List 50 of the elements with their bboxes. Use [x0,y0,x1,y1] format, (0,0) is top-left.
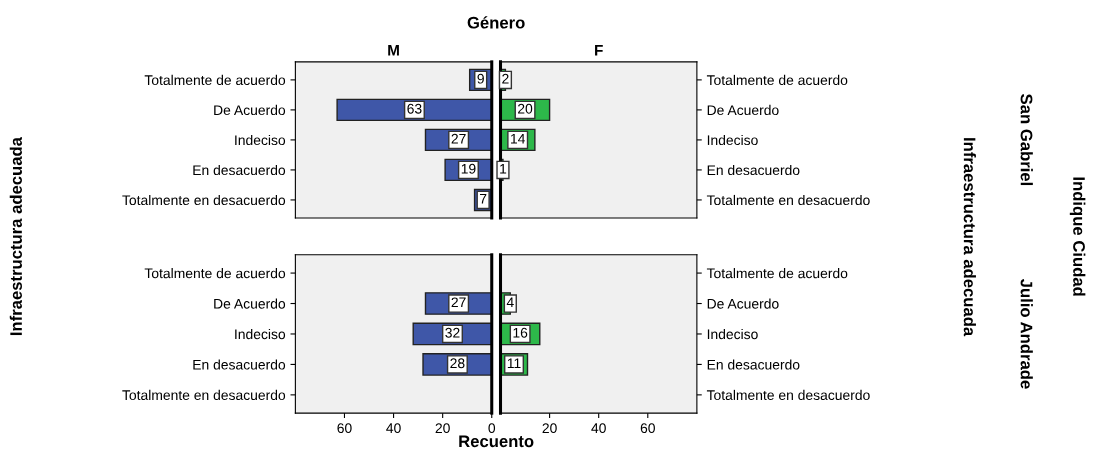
data-label: 14 [511,133,526,144]
y-tick-label: Totalmente en desacuerdo [706,389,870,401]
x-tick-label: 0 [488,423,496,434]
data-label: 27 [451,133,466,144]
y-tick-label: En desacuerdo [707,164,800,176]
data-label: 32 [445,327,460,338]
data-label: 28 [450,358,465,369]
data-label: 19 [461,163,476,174]
x-tick-label: 20 [435,423,450,434]
data-label: 9 [477,73,484,84]
y-tick-label: En desacuerdo [193,359,286,370]
text: M [388,45,399,56]
y-tick-label: Totalmente en desacuerdo [122,389,286,401]
data-label: 2 [502,73,509,84]
data-label: 63 [407,103,422,114]
y-tick-label: Indeciso [707,328,758,340]
data-label: 4 [506,297,514,308]
x-axis-title: Recuento [459,435,534,448]
y-tick-label: De Acuerdo [214,104,286,116]
y-tick-label: En desacuerdo [707,359,800,370]
y2-axis-title: Infraestructura adecuada [963,138,976,337]
text: Indique Ciudad [1069,177,1086,296]
x-tick-label: 40 [386,423,401,434]
y-tick-label: Totalmente de acuerdo [706,268,848,279]
y-axis-title: Infraestructura adecuada [9,136,22,336]
x-tick-label: 60 [337,423,352,434]
y-tick-label: Totalmente en desacuerdo [706,194,870,206]
y-tick-label: De Acuerdo [214,298,286,309]
y-tick-label: Indeciso [707,134,758,146]
y-tick-label: En desacuerdo [193,164,286,176]
y-tick-label: Indeciso [235,134,286,146]
text: Julio Andrade [1020,278,1033,389]
data-label: 20 [518,103,533,114]
text: Género [467,16,525,29]
y-tick-label: Totalmente de acuerdo [144,268,286,279]
x-tick-label: 20 [542,423,557,434]
y-tick-label: De Acuerdo [707,298,779,309]
data-label: 16 [513,327,528,338]
y-tick-label: Indeciso [235,328,286,340]
x-tick-label: 40 [591,423,606,434]
data-label: 7 [480,193,487,204]
y-tick-label: De Acuerdo [707,104,779,116]
text: F [595,45,603,56]
data-label: 11 [507,358,521,369]
text: San Gabriel [1020,94,1033,186]
x-tick-label: 60 [640,423,655,434]
y-tick-label: Totalmente de acuerdo [706,74,848,86]
y-tick-label: Totalmente de acuerdo [144,74,286,86]
y-tick-label: Totalmente en desacuerdo [122,194,286,206]
data-label: 27 [451,297,466,308]
